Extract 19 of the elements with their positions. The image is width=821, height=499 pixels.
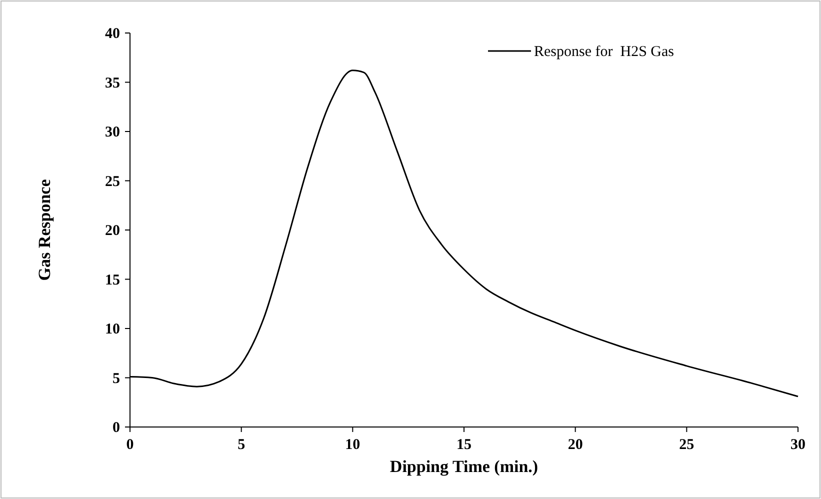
x-tick-label: 30: [790, 437, 806, 453]
legend-label: Response for H2S Gas: [534, 44, 674, 60]
x-tick-label: 10: [345, 437, 360, 453]
y-tick-label: 25: [105, 174, 120, 190]
y-tick-label: 20: [105, 223, 120, 239]
x-axis-title: Dipping Time (min.): [390, 457, 538, 476]
x-tick-label: 20: [568, 437, 583, 453]
y-tick-label: 15: [105, 272, 120, 288]
y-tick-label: 35: [105, 75, 120, 92]
y-tick-label: 0: [112, 420, 120, 436]
y-axis-title: Gas Responce: [35, 178, 54, 281]
y-tick-label: 40: [105, 26, 120, 42]
y-tick-label: 5: [112, 370, 120, 387]
y-tick-label: 30: [105, 124, 120, 140]
y-tick-label: 10: [105, 322, 120, 338]
x-tick-label: 15: [456, 437, 472, 453]
x-tick-label: 25: [679, 437, 694, 453]
x-tick-label: 0: [126, 437, 134, 453]
x-tick-label: 5: [238, 437, 246, 453]
